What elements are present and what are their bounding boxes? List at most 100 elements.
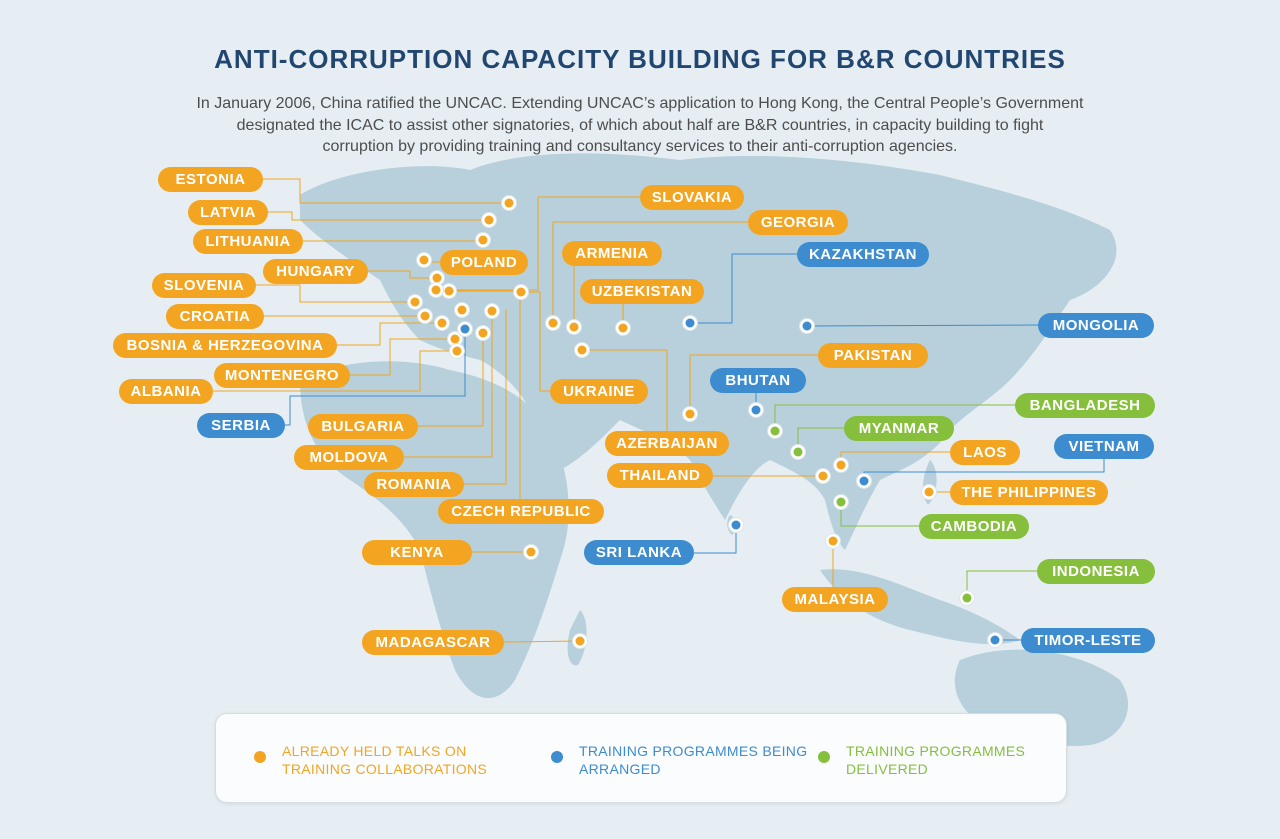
- connector-ukraine: [521, 291, 550, 392]
- orange-dot-icon: [254, 751, 266, 763]
- country-label-laos: LAOS: [950, 440, 1020, 465]
- country-label-armenia: ARMENIA: [562, 241, 662, 266]
- country-label-madagascar: MADAGASCAR: [362, 630, 504, 655]
- marker-dot-laos: [836, 460, 846, 470]
- connector-albania: [213, 350, 457, 392]
- connector-indonesia: [966, 570, 1037, 598]
- country-label-ukraine: UKRAINE: [550, 379, 648, 404]
- country-label-czech-republic: CZECH REPUBLIC: [438, 499, 604, 524]
- marker-dot-myanmar: [793, 447, 803, 457]
- country-label-moldova: MOLDOVA: [294, 445, 404, 470]
- marker-dot-kazakhstan: [685, 318, 695, 328]
- country-label-slovenia: SLOVENIA: [152, 273, 256, 298]
- marker-dot-bangladesh: [770, 426, 780, 436]
- marker-dot-indonesia: [962, 593, 972, 603]
- marker-dot-vietnam: [859, 476, 869, 486]
- country-label-slovakia: SLOVAKIA: [640, 185, 744, 210]
- connector-bulgaria: [418, 333, 484, 427]
- marker-dot-uzbekistan: [618, 323, 628, 333]
- page-title: ANTI-CORRUPTION CAPACITY BUILDING FOR B&…: [214, 44, 1066, 74]
- country-label-romania: ROMANIA: [364, 472, 464, 497]
- legend-item-being-arranged: TRAINING PROGRAMMES BEING ARRANGED: [551, 742, 809, 778]
- green-dot-icon: [818, 751, 830, 763]
- legend-item-talks-held: ALREADY HELD TALKS ON TRAINING COLLABORA…: [254, 742, 512, 778]
- country-label-timor-leste: TIMOR-LESTE: [1021, 628, 1155, 653]
- connector-estonia: [263, 178, 509, 204]
- country-label-albania: ALBANIA: [119, 379, 213, 404]
- country-label-montenegro: MONTENEGRO: [214, 363, 350, 388]
- connector-bangladesh: [774, 404, 1015, 431]
- marker-dot-timor-leste: [990, 635, 1000, 645]
- connector-georgia: [552, 221, 748, 323]
- blue-dot-icon: [551, 751, 563, 763]
- connector-montenegro: [350, 338, 455, 376]
- connector-kazakhstan: [690, 253, 797, 324]
- intro-line: designated the ICAC to assist other sign…: [236, 116, 1044, 134]
- marker-dot-malaysia: [828, 536, 838, 546]
- connector-slovenia: [256, 284, 415, 303]
- japan-land: [1049, 270, 1066, 322]
- country-label-mongolia: MONGOLIA: [1038, 313, 1154, 338]
- connector-pakistan: [689, 354, 818, 414]
- marker-dot-azerbaijan: [577, 345, 587, 355]
- legend-item-delivered: TRAINING PROGRAMMES DELIVERED: [818, 742, 1076, 778]
- country-label-croatia: CROATIA: [166, 304, 264, 329]
- marker-dot-serbia: [460, 324, 470, 334]
- connector-mongolia: [806, 324, 1039, 327]
- legend-label: ALREADY HELD TALKS ON TRAINING COLLABORA…: [282, 743, 488, 777]
- intro-line: corruption by providing training and con…: [322, 138, 958, 155]
- country-label-georgia: GEORGIA: [748, 210, 848, 235]
- country-label-cambodia: CAMBODIA: [919, 514, 1029, 539]
- country-label-uzbekistan: UZBEKISTAN: [580, 279, 704, 304]
- marker-dot-madagascar: [575, 636, 585, 646]
- connector-bosnia-herzegovina: [337, 322, 442, 346]
- marker-dot-hungary: [432, 273, 442, 283]
- marker-dot-pakistan: [685, 409, 695, 419]
- marker-dot-georgia: [548, 318, 558, 328]
- country-label-myanmar: MYANMAR: [844, 416, 954, 441]
- marker-dot-poland: [419, 255, 429, 265]
- marker-dot-armenia: [569, 322, 579, 332]
- marker-dot-czech-republic: [444, 286, 454, 296]
- country-label-bosnia-herzegovina: BOSNIA & HERZEGOVINA: [113, 333, 337, 358]
- marker-dot-latvia: [484, 215, 494, 225]
- country-label-hungary: HUNGARY: [263, 259, 368, 284]
- marker-dot-mongolia: [802, 321, 812, 331]
- marker-dot-bhutan: [751, 405, 761, 415]
- legend-label: TRAINING PROGRAMMES BEING ARRANGED: [579, 743, 808, 777]
- connector-sri-lanka: [694, 525, 737, 554]
- marker-dot-slovakia: [431, 285, 441, 295]
- marker-dot-albania: [452, 346, 462, 356]
- country-label-bhutan: BHUTAN: [710, 368, 806, 393]
- marker-dot-croatia: [420, 311, 430, 321]
- marker-dot-estonia: [504, 198, 514, 208]
- marker-dot-romania: [457, 305, 467, 315]
- connector-madagascar: [503, 640, 581, 643]
- connector-romania: [464, 310, 507, 485]
- intro-line: In January 2006, China ratified the UNCA…: [196, 95, 1084, 112]
- country-label-azerbaijan: AZERBAIJAN: [605, 431, 729, 456]
- country-label-serbia: SERBIA: [197, 413, 285, 438]
- intro-paragraph: In January 2006, China ratified the UNCA…: [110, 93, 1170, 158]
- connector-azerbaijan: [582, 349, 668, 431]
- country-label-latvia: LATVIA: [188, 200, 268, 225]
- connector-serbia: [285, 329, 466, 426]
- marker-dot-the-philippines: [924, 487, 934, 497]
- country-label-vietnam: VIETNAM: [1054, 434, 1154, 459]
- marker-dot-montenegro: [450, 334, 460, 344]
- country-label-bulgaria: BULGARIA: [308, 414, 418, 439]
- country-label-poland: POLAND: [440, 250, 528, 275]
- marker-dot-thailand: [818, 471, 828, 481]
- marker-dot-bulgaria: [478, 328, 488, 338]
- country-label-kenya: KENYA: [362, 540, 472, 565]
- legend-label: TRAINING PROGRAMMES DELIVERED: [846, 743, 1026, 777]
- country-label-the-philippines: THE PHILIPPINES: [950, 480, 1108, 505]
- country-label-indonesia: INDONESIA: [1037, 559, 1155, 584]
- marker-dot-lithuania: [478, 235, 488, 245]
- country-label-lithuania: LITHUANIA: [193, 229, 303, 254]
- country-label-kazakhstan: KAZAKHSTAN: [797, 242, 929, 267]
- marker-dot-ukraine: [516, 287, 526, 297]
- marker-dot-moldova: [487, 306, 497, 316]
- marker-dot-cambodia: [836, 497, 846, 507]
